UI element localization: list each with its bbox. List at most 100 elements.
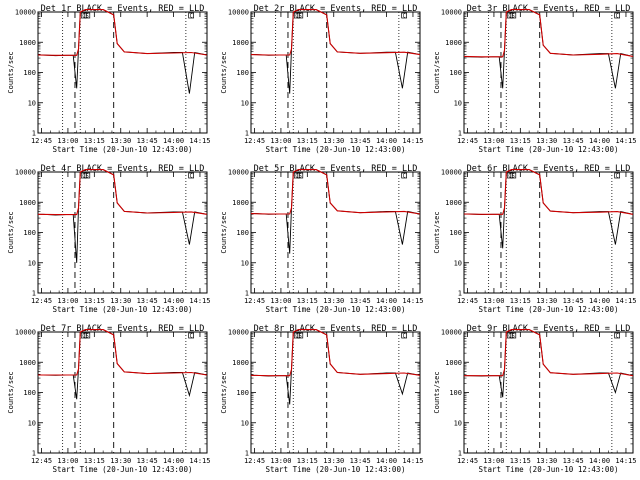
y-tick-label: 100 [449,69,462,77]
events-series-line [251,329,420,405]
x-axis-label: Start Time (20-Jun-10 12:43:00) [266,465,406,474]
y-tick-label: 10000 [15,169,36,177]
x-tick-label: 13:30 [323,297,344,305]
lld-series-line [464,9,633,58]
y-tick-label: 10000 [441,9,462,17]
marker-label: S [299,174,302,180]
x-tick-label: 13:45 [563,137,584,145]
x-tick-label: 13:15 [84,297,105,305]
x-tick-label: 14:00 [163,457,184,465]
marker-label: S [86,14,89,20]
x-tick-label: 14:00 [376,297,397,305]
marker-box [188,172,195,179]
x-axis-label: Start Time (20-Jun-10 12:43:00) [479,145,619,154]
marker-box [401,12,408,19]
x-axis-label: Start Time (20-Jun-10 12:43:00) [53,305,193,314]
y-axis-label: Counts/sec [7,51,15,93]
x-axis-label: Start Time (20-Jun-10 12:43:00) [266,145,406,154]
y-tick-label: 100 [236,389,249,397]
lld-series-line [464,329,633,377]
marker-label: C [508,14,511,20]
marker-label: C [403,174,406,180]
events-series-line [251,9,420,94]
y-tick-label: 1000 [232,39,249,47]
panel-title: Det 7r BLACK = Events, RED = LLD [41,324,205,334]
marker-box [293,172,300,179]
y-axis-label: Counts/sec [433,371,441,413]
y-tick-label: 10000 [228,329,249,337]
plot-frame [463,11,634,134]
x-tick-label: 14:00 [376,137,397,145]
marker-box [510,172,517,179]
x-tick-label: 13:45 [350,137,371,145]
x-tick-label: 14:00 [163,137,184,145]
x-axis-label: Start Time (20-Jun-10 12:43:00) [479,465,619,474]
marker-box [80,12,87,19]
marker-label: C [508,174,511,180]
y-tick-label: 10 [28,419,36,427]
marker-label: S [512,334,515,340]
y-axis-label: Counts/sec [220,371,228,413]
y-tick-label: 10000 [15,329,36,337]
y-tick-label: 1000 [19,199,36,207]
y-tick-label: 10000 [228,169,249,177]
marker-label: C [403,334,406,340]
y-tick-label: 10 [241,99,249,107]
y-tick-label: 1 [245,450,249,458]
marker-box [506,12,513,19]
panel-title: Det 1r BLACK = Events, RED = LLD [41,4,205,14]
marker-label: C [403,14,406,20]
marker-label: S [299,334,302,340]
y-tick-label: 1000 [19,359,36,367]
y-tick-label: 100 [236,69,249,77]
x-tick-label: 13:45 [563,297,584,305]
x-tick-label: 14:00 [163,297,184,305]
marker-box [506,172,513,179]
marker-box [84,12,91,19]
x-tick-label: 13:30 [536,297,557,305]
marker-label: C [82,334,85,340]
y-axis-label: Counts/sec [220,211,228,253]
x-tick-label: 12:45 [31,457,52,465]
panel-title: Det 8r BLACK = Events, RED = LLD [254,324,418,334]
x-tick-label: 14:15 [402,457,423,465]
x-axis-label: Start Time (20-Jun-10 12:43:00) [53,465,193,474]
x-tick-label: 13:45 [137,297,158,305]
panel-title: Det 4r BLACK = Events, RED = LLD [41,164,205,174]
y-tick-label: 1 [32,450,36,458]
lld-series-line [38,9,207,56]
x-tick-label: 14:15 [615,297,636,305]
y-tick-label: 1000 [232,199,249,207]
panel-title: Det 6r BLACK = Events, RED = LLD [467,164,631,174]
y-tick-label: 1 [32,130,36,138]
events-series-line [464,9,633,89]
lld-series-line [251,9,420,56]
x-tick-label: 12:45 [457,297,478,305]
y-axis-label: Counts/sec [7,211,15,253]
x-tick-label: 13:45 [563,457,584,465]
y-tick-label: 100 [23,389,36,397]
marker-box [293,332,300,339]
marker-box [510,12,517,19]
panel-title: Det 9r BLACK = Events, RED = LLD [467,324,631,334]
x-tick-label: 13:15 [297,137,318,145]
plot-frame [463,171,634,294]
marker-label: C [508,334,511,340]
x-tick-label: 13:45 [137,137,158,145]
x-tick-label: 13:30 [536,457,557,465]
marker-label: S [512,174,515,180]
y-tick-label: 10 [241,259,249,267]
marker-label: C [190,14,193,20]
y-axis-label: Counts/sec [433,51,441,93]
lld-series-line [251,169,420,215]
plot-frame [37,331,208,454]
lld-series-line [38,329,207,376]
lld-series-line [38,169,207,216]
marker-label: C [616,334,619,340]
x-tick-label: 13:15 [510,297,531,305]
